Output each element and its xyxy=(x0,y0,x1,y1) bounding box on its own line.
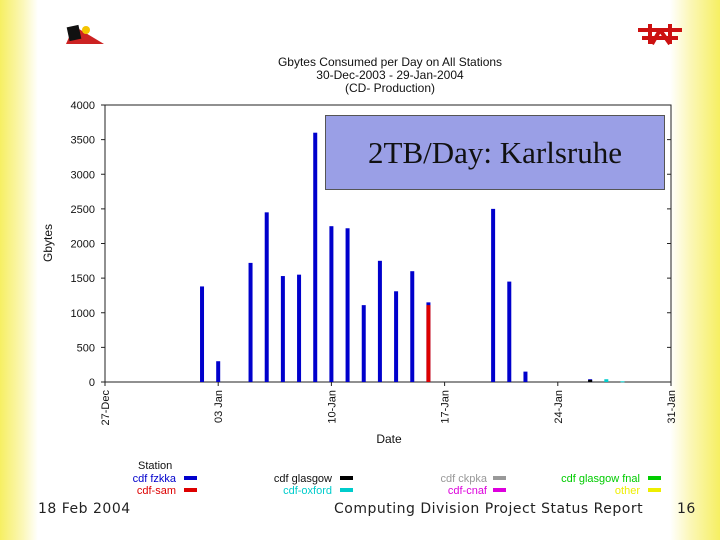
legend-swatch xyxy=(340,488,353,492)
bar-cdf-glasgow xyxy=(588,379,593,382)
bar-cdf-oxford xyxy=(620,381,625,383)
y-tick-label: 1000 xyxy=(71,308,95,320)
callout-box: 2TB/Day: Karlsruhe xyxy=(325,115,665,190)
legend-swatch xyxy=(340,476,353,480)
legend-label: cdf ckpka xyxy=(441,473,488,485)
bar-cdf-fzkka xyxy=(523,371,528,382)
y-tick-label: 2000 xyxy=(71,239,95,251)
page-number: 16 xyxy=(677,501,696,517)
bar-cdf-fzkka xyxy=(377,260,382,382)
x-tick-label: 10-Jan xyxy=(326,390,338,424)
legend-swatch xyxy=(184,476,197,480)
bar-cdf-fzkka xyxy=(264,212,269,382)
footer-title: Computing Division Project Status Report xyxy=(334,501,644,517)
y-tick-label: 4000 xyxy=(71,100,95,112)
bar-cdf-oxford xyxy=(604,379,609,382)
y-tick-label: 3000 xyxy=(71,169,95,181)
bar-cdf-fzkka xyxy=(216,361,221,382)
chart-title: Gbytes Consumed per Day on All Stations xyxy=(278,55,502,69)
chart-subtitle-dates: 30-Dec-2003 - 29-Jan-2004 xyxy=(316,68,464,82)
bar-cdf-fzkka xyxy=(248,262,253,382)
legend-label: cdf-sam xyxy=(137,485,176,497)
bar-cdf-fzkka xyxy=(329,226,334,382)
legend-swatch xyxy=(493,476,506,480)
x-tick-label: 03 Jan xyxy=(213,390,225,423)
bar-cdf-fzkka xyxy=(507,281,512,382)
legend-swatch xyxy=(648,488,661,492)
bar-cdf-fzkka xyxy=(313,132,318,382)
bar-cdf-fzkka xyxy=(361,305,366,382)
legend-label: cdf glasgow fnal xyxy=(561,473,640,485)
chart-subtitle-production: (CD- Production) xyxy=(345,81,435,95)
y-tick-label: 3500 xyxy=(71,135,95,147)
bar-cdf-sam xyxy=(426,305,431,382)
bar-cdf-fzkka xyxy=(280,276,285,382)
bar-cdf-fzkka xyxy=(200,286,205,382)
legend-label: other xyxy=(615,485,640,497)
y-tick-label: 0 xyxy=(89,377,95,389)
y-tick-label: 2500 xyxy=(71,204,95,216)
y-tick-label: 500 xyxy=(77,342,95,354)
x-tick-label: 24-Jan xyxy=(553,390,565,424)
doe-logo-icon xyxy=(638,24,682,46)
x-axis-label: Date xyxy=(376,432,402,446)
x-tick-label: 27-Dec xyxy=(100,390,112,426)
y-axis-label: Gbytes xyxy=(41,224,55,262)
callout-text: 2TB/Day: Karlsruhe xyxy=(368,134,622,170)
y-tick-label: 1500 xyxy=(71,273,95,285)
bar-cdf-fzkka xyxy=(297,274,302,382)
footer-date: 18 Feb 2004 xyxy=(38,501,131,517)
left-gradient-band xyxy=(0,0,38,540)
bar-cdf-fzkka xyxy=(394,291,399,382)
bar-cdf-fzkka xyxy=(410,271,415,382)
fermilab-logo-icon xyxy=(66,24,104,44)
legend-title: Station xyxy=(138,460,172,472)
right-gradient-band xyxy=(670,0,720,540)
bar-cdf-fzkka xyxy=(345,228,350,382)
x-tick-label: 17-Jan xyxy=(440,390,452,424)
legend-swatch xyxy=(184,488,197,492)
legend-label: cdf fzkka xyxy=(133,473,177,485)
legend-swatch xyxy=(648,476,661,480)
legend-label: cdf glasgow xyxy=(274,473,332,485)
x-tick-label: 31-Jan xyxy=(666,390,678,424)
legend-swatch xyxy=(493,488,506,492)
legend-label: cdf-oxford xyxy=(283,485,332,497)
bar-cdf-fzkka xyxy=(491,208,496,382)
legend-label: cdf-cnaf xyxy=(448,485,488,497)
